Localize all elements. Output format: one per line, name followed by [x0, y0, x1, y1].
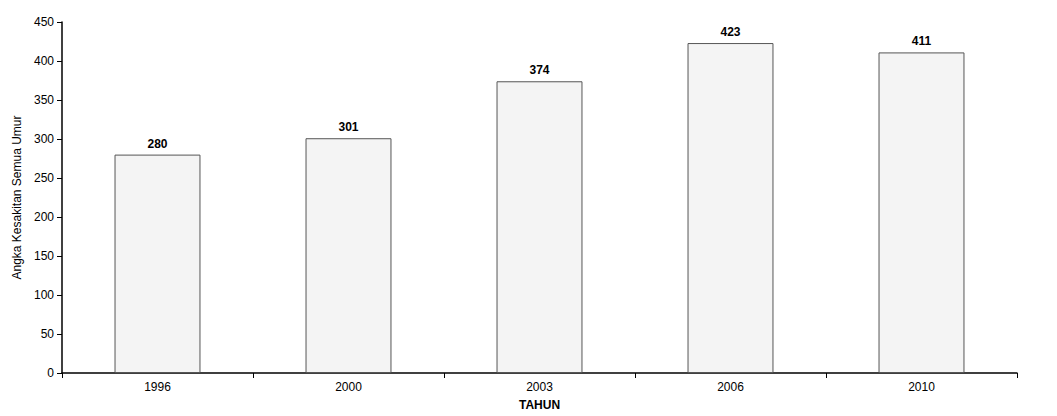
svg-text:2006: 2006	[717, 380, 744, 394]
svg-text:2003: 2003	[526, 380, 553, 394]
svg-text:50: 50	[41, 327, 55, 341]
svg-text:374: 374	[529, 63, 549, 77]
svg-text:300: 300	[34, 132, 54, 146]
svg-text:301: 301	[338, 120, 358, 134]
svg-text:0: 0	[47, 366, 54, 380]
svg-text:280: 280	[147, 137, 167, 151]
svg-text:423: 423	[720, 25, 740, 39]
svg-text:350: 350	[34, 93, 54, 107]
svg-text:411: 411	[912, 34, 932, 48]
svg-text:TAHUN: TAHUN	[519, 398, 560, 412]
svg-text:400: 400	[34, 54, 54, 68]
svg-text:450: 450	[34, 15, 54, 29]
svg-text:250: 250	[34, 171, 54, 185]
svg-text:Angka Kesakitan Semua Umur: Angka Kesakitan Semua Umur	[10, 115, 24, 279]
svg-text:2000: 2000	[335, 380, 362, 394]
svg-text:100: 100	[34, 288, 54, 302]
svg-text:200: 200	[34, 210, 54, 224]
svg-text:150: 150	[34, 249, 54, 263]
svg-text:1996: 1996	[144, 380, 171, 394]
svg-text:2010: 2010	[908, 380, 935, 394]
